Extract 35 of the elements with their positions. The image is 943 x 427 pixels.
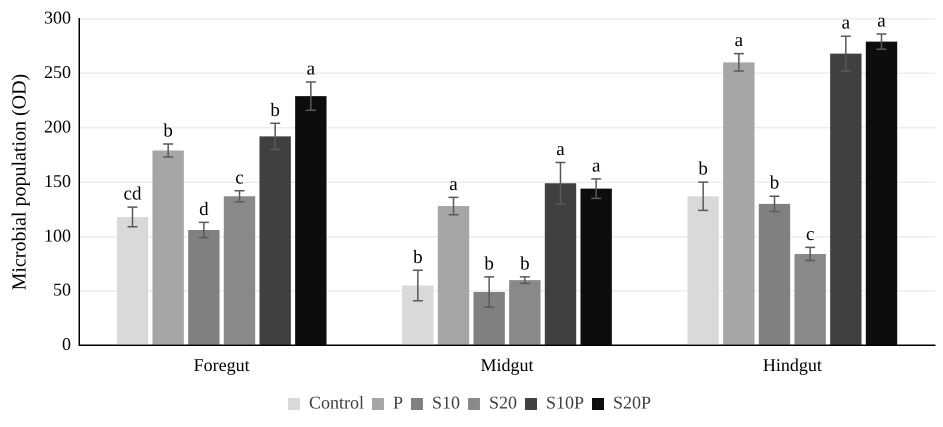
data-label: b <box>270 100 280 121</box>
legend-label: P <box>392 392 403 413</box>
data-label: a <box>556 138 566 160</box>
y-tick-label: 250 <box>44 62 71 82</box>
legend-label: S10P <box>546 392 584 413</box>
y-axis-title: Microbial population (OD) <box>8 74 30 290</box>
y-tick-label: 100 <box>44 225 71 246</box>
legend-label: Control <box>308 392 364 413</box>
data-label: b <box>698 158 708 180</box>
data-label: a <box>734 30 744 52</box>
x-tick-label: Midgut <box>480 354 534 375</box>
data-label: b <box>770 172 780 194</box>
data-label: b <box>520 253 530 274</box>
data-label: c <box>806 224 814 245</box>
data-label: cd <box>124 184 142 205</box>
data-label: a <box>842 12 851 34</box>
y-tick-label: 300 <box>44 8 71 28</box>
y-tick-label: 50 <box>53 280 71 300</box>
y-tick-label: 150 <box>44 170 71 191</box>
data-label: a <box>592 155 601 176</box>
data-label: a <box>449 174 458 195</box>
data-label: b <box>413 246 423 268</box>
data-label: a <box>306 58 316 80</box>
x-tick-label: Foregut <box>194 354 250 375</box>
data-label: b <box>163 120 173 142</box>
legend-label: S20P <box>613 392 652 413</box>
data-label: c <box>235 167 244 188</box>
legend-label: S10 <box>432 392 460 413</box>
y-tick-label: 0 <box>62 334 71 354</box>
x-tick-label: Hindgut <box>762 354 822 375</box>
data-label: b <box>484 253 494 274</box>
data-label: d <box>199 198 210 220</box>
legend-label: S20 <box>488 392 517 413</box>
data-label: a <box>877 10 886 32</box>
y-tick-label: 200 <box>44 116 71 136</box>
